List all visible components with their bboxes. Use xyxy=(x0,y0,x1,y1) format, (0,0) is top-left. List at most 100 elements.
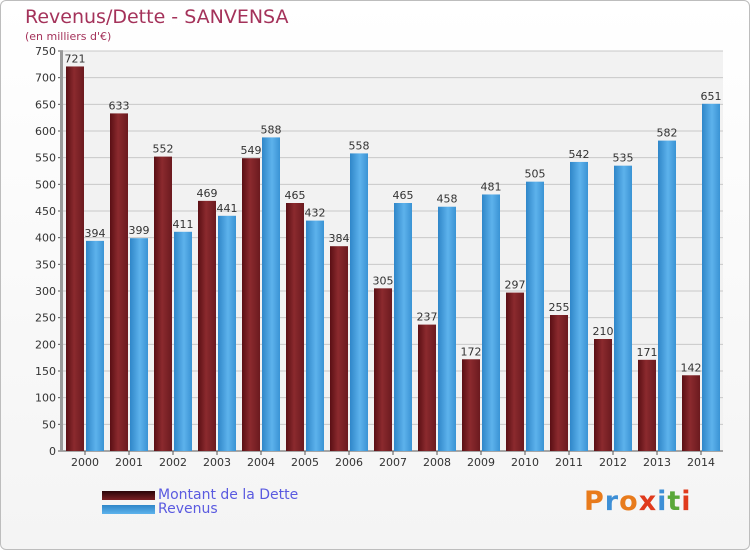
bar-revenus xyxy=(306,220,324,451)
y-tick-label: 350 xyxy=(35,258,56,271)
y-tick-label: 200 xyxy=(35,338,56,351)
data-label-revenus: 394 xyxy=(85,227,106,240)
bar-dette xyxy=(66,66,84,451)
x-tick-label: 2006 xyxy=(335,456,363,469)
y-tick-label: 0 xyxy=(49,445,56,458)
proxiti-logo: Proxiti xyxy=(584,486,692,517)
logo-letter: i xyxy=(681,486,692,517)
bar-revenus xyxy=(614,165,632,451)
data-label-dette: 237 xyxy=(417,311,438,324)
x-tick-label: 2002 xyxy=(159,456,187,469)
data-label-revenus: 465 xyxy=(393,189,414,202)
data-label-dette: 552 xyxy=(153,143,174,156)
data-label-dette: 384 xyxy=(329,232,350,245)
logo-letter: o xyxy=(619,486,639,517)
x-tick-label: 2014 xyxy=(687,456,715,469)
bar-dette xyxy=(242,158,260,451)
legend-label-dette: Montant de la Dette xyxy=(158,487,299,503)
data-label-revenus: 588 xyxy=(261,123,282,136)
y-tick-label: 600 xyxy=(35,125,56,138)
data-label-dette: 305 xyxy=(373,274,394,287)
bar-revenus xyxy=(658,140,676,451)
x-tick-label: 2013 xyxy=(643,456,671,469)
bar-revenus xyxy=(86,240,104,451)
data-label-dette: 210 xyxy=(593,325,614,338)
plot-area xyxy=(63,51,723,451)
bar-revenus xyxy=(218,215,236,451)
bar-revenus xyxy=(130,238,148,451)
data-label-revenus: 432 xyxy=(305,207,326,220)
data-label-dette: 549 xyxy=(241,144,262,157)
logo-letter: r xyxy=(604,486,620,517)
y-tick-label: 650 xyxy=(35,98,56,111)
bar-revenus xyxy=(438,206,456,451)
x-tick-label: 2010 xyxy=(511,456,539,469)
logo-letter: t xyxy=(667,486,682,517)
y-tick-label: 550 xyxy=(35,152,56,165)
data-label-dette: 721 xyxy=(65,52,86,65)
bar-dette xyxy=(462,359,480,451)
y-tick-label: 50 xyxy=(42,418,56,431)
data-label-revenus: 458 xyxy=(437,193,458,206)
data-label-revenus: 542 xyxy=(569,148,590,161)
bar-dette xyxy=(286,203,304,451)
bar-revenus xyxy=(350,153,368,451)
legend-label-revenus: Revenus xyxy=(158,501,218,517)
bar-revenus xyxy=(570,161,588,451)
bar-dette xyxy=(198,200,216,451)
y-tick-label: 450 xyxy=(35,205,56,218)
data-label-revenus: 441 xyxy=(217,202,238,215)
x-tick-label: 2008 xyxy=(423,456,451,469)
y-tick-label: 700 xyxy=(35,72,56,85)
chart-title: Revenus/Dette - SANVENSA xyxy=(25,6,289,28)
bar-dette xyxy=(638,359,656,451)
data-label-dette: 297 xyxy=(505,279,526,292)
x-tick-label: 2012 xyxy=(599,456,627,469)
bar-dette xyxy=(330,246,348,451)
bar-dette xyxy=(418,324,436,451)
bar-revenus xyxy=(482,194,500,451)
x-tick-label: 2004 xyxy=(247,456,275,469)
legend-swatch-revenus xyxy=(102,504,155,514)
data-label-revenus: 481 xyxy=(481,180,502,193)
bar-revenus xyxy=(526,181,544,451)
data-label-dette: 172 xyxy=(461,345,482,358)
data-label-dette: 171 xyxy=(637,346,658,359)
x-tick-label: 2007 xyxy=(379,456,407,469)
data-label-revenus: 535 xyxy=(613,152,634,165)
legend-item-revenus: Revenus xyxy=(102,501,218,517)
logo-letter: P xyxy=(584,486,605,517)
legend-swatch-dette xyxy=(102,490,155,500)
data-label-dette: 255 xyxy=(549,301,570,314)
data-label-dette: 142 xyxy=(681,361,702,374)
y-tick-label: 750 xyxy=(35,45,56,58)
x-tick-label: 2000 xyxy=(71,456,99,469)
logo-letter: i xyxy=(657,486,668,517)
legend-item-dette: Montant de la Dette xyxy=(102,487,298,503)
y-tick-label: 400 xyxy=(35,232,56,245)
x-tick-label: 2001 xyxy=(115,456,143,469)
data-label-dette: 469 xyxy=(197,187,218,200)
y-axis xyxy=(60,51,63,451)
data-label-revenus: 651 xyxy=(701,90,722,103)
bar-dette xyxy=(110,113,128,452)
data-label-dette: 633 xyxy=(109,99,130,112)
data-label-revenus: 582 xyxy=(657,127,678,140)
y-tick-label: 100 xyxy=(35,392,56,405)
chart-subtitle: (en milliers d'€) xyxy=(25,30,112,43)
data-label-revenus: 558 xyxy=(349,139,370,152)
bar-dette xyxy=(682,375,700,451)
bar-revenus xyxy=(174,231,192,451)
x-tick-label: 2009 xyxy=(467,456,495,469)
y-tick-label: 500 xyxy=(35,178,56,191)
y-tick-label: 300 xyxy=(35,285,56,298)
y-tick-label: 250 xyxy=(35,312,56,325)
y-tick-label: 150 xyxy=(35,365,56,378)
bar-dette xyxy=(594,339,612,451)
bar-revenus xyxy=(262,137,280,451)
bar-revenus xyxy=(394,203,412,451)
logo-letter: x xyxy=(638,486,658,517)
bar-dette xyxy=(374,288,392,451)
x-tick-label: 2003 xyxy=(203,456,231,469)
